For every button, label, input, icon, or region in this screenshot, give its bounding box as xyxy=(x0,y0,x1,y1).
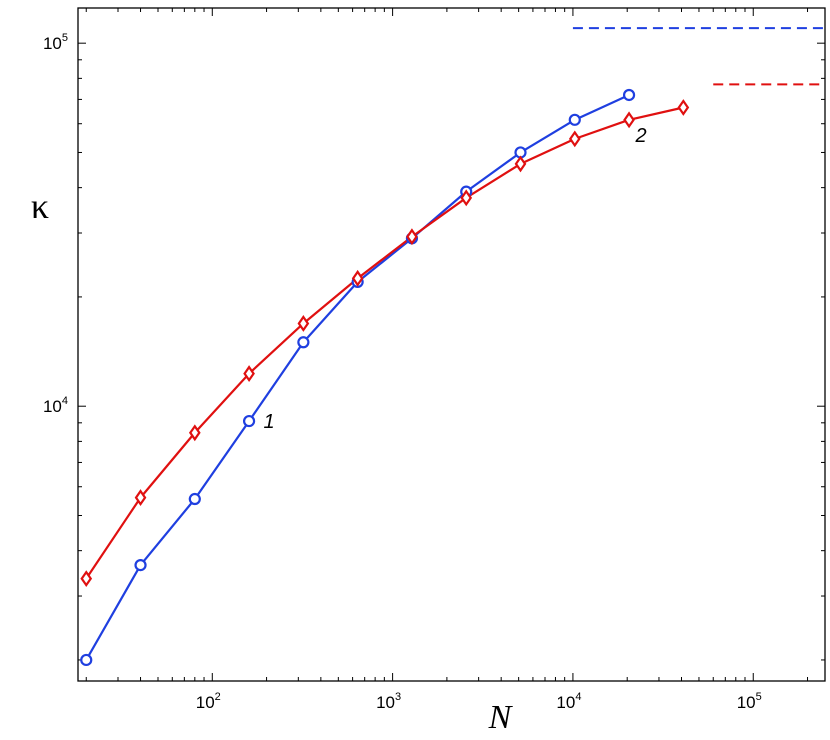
x-axis-title: N xyxy=(488,699,514,736)
data-point xyxy=(460,189,473,207)
data-point xyxy=(188,424,201,442)
data-point xyxy=(297,315,310,332)
plot-area xyxy=(77,7,826,682)
data-point xyxy=(677,99,690,116)
x-tick-label: 104 xyxy=(556,691,581,712)
data-point xyxy=(80,653,93,667)
y-tick-label: 104 xyxy=(43,395,68,416)
data-point xyxy=(568,130,581,148)
data-point xyxy=(80,570,93,588)
series-line xyxy=(85,106,684,580)
x-tick-label: 103 xyxy=(376,691,401,712)
data-point xyxy=(243,365,255,382)
data-point xyxy=(623,111,635,129)
x-tick-label: 102 xyxy=(196,691,221,712)
data-point xyxy=(134,489,147,507)
y-axis-title: κ xyxy=(31,186,49,226)
curve-label-2: 2 xyxy=(634,125,646,147)
asymptote-lines xyxy=(572,27,825,86)
series-lines xyxy=(85,93,684,661)
x-tick-label: 105 xyxy=(737,691,762,712)
data-point xyxy=(242,414,256,428)
series-markers xyxy=(80,88,690,667)
axis-ticks: 102 103 104 105 104 105 xyxy=(43,8,825,712)
data-point xyxy=(622,88,636,102)
data-point xyxy=(406,228,418,246)
data-point xyxy=(134,559,147,572)
series-line xyxy=(85,93,630,661)
data-point xyxy=(297,336,310,349)
data-point xyxy=(351,269,364,287)
data-point xyxy=(568,113,581,126)
y-tick-label: 105 xyxy=(43,32,68,53)
curve-label-1: 1 xyxy=(263,411,274,433)
data-point xyxy=(188,492,201,506)
data-point xyxy=(514,155,527,173)
